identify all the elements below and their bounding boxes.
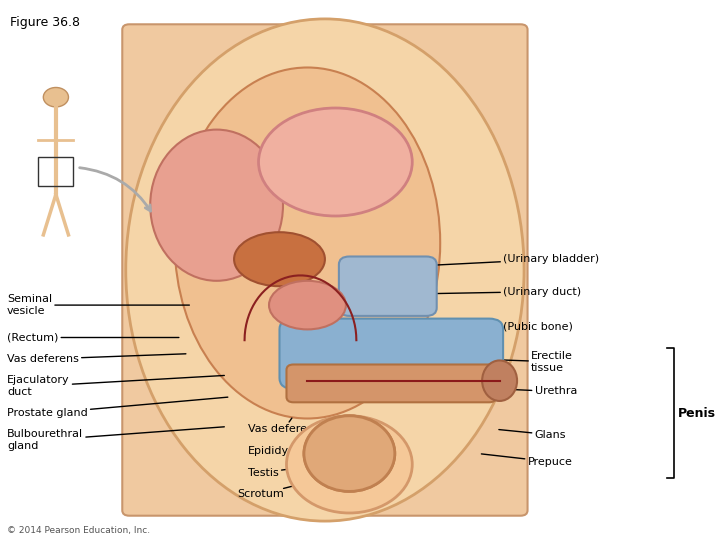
Ellipse shape [482,361,517,401]
Text: Erectile
tissue: Erectile tissue [482,351,573,373]
Ellipse shape [287,416,413,513]
Text: Penis: Penis [678,407,716,420]
Text: Figure 36.8: Figure 36.8 [11,16,81,29]
FancyBboxPatch shape [279,319,503,389]
Text: Prepuce: Prepuce [482,454,572,467]
Text: Testis: Testis [248,468,301,477]
Text: (Urinary bladder): (Urinary bladder) [394,254,599,267]
Ellipse shape [304,416,395,491]
Ellipse shape [175,68,440,418]
Ellipse shape [304,416,395,491]
Text: © 2014 Pearson Education, Inc.: © 2014 Pearson Education, Inc. [7,525,150,535]
FancyBboxPatch shape [122,24,528,516]
Text: Scrotum: Scrotum [238,484,301,499]
Ellipse shape [258,108,413,216]
Ellipse shape [126,19,524,521]
Text: Seminal
vesicle: Seminal vesicle [7,294,189,316]
Text: Urethra: Urethra [499,387,577,396]
Bar [38,157,73,186]
Text: Epididymis: Epididymis [248,446,309,456]
Ellipse shape [150,130,283,281]
FancyBboxPatch shape [339,256,437,316]
Ellipse shape [269,281,346,329]
Text: Ejaculatory
duct: Ejaculatory duct [7,375,225,397]
Ellipse shape [234,232,325,286]
Text: (Urinary duct): (Urinary duct) [397,287,581,296]
Text: Prostate gland: Prostate gland [7,397,228,418]
Text: (Pubic bone): (Pubic bone) [412,322,573,335]
Text: Vas deferens: Vas deferens [7,354,186,364]
Text: Bulbourethral
gland: Bulbourethral gland [7,427,225,451]
Text: Glans: Glans [499,430,566,440]
Text: Vas deferens: Vas deferens [248,418,320,434]
FancyBboxPatch shape [287,364,496,402]
Text: (Rectum): (Rectum) [7,333,179,342]
Circle shape [43,87,68,107]
